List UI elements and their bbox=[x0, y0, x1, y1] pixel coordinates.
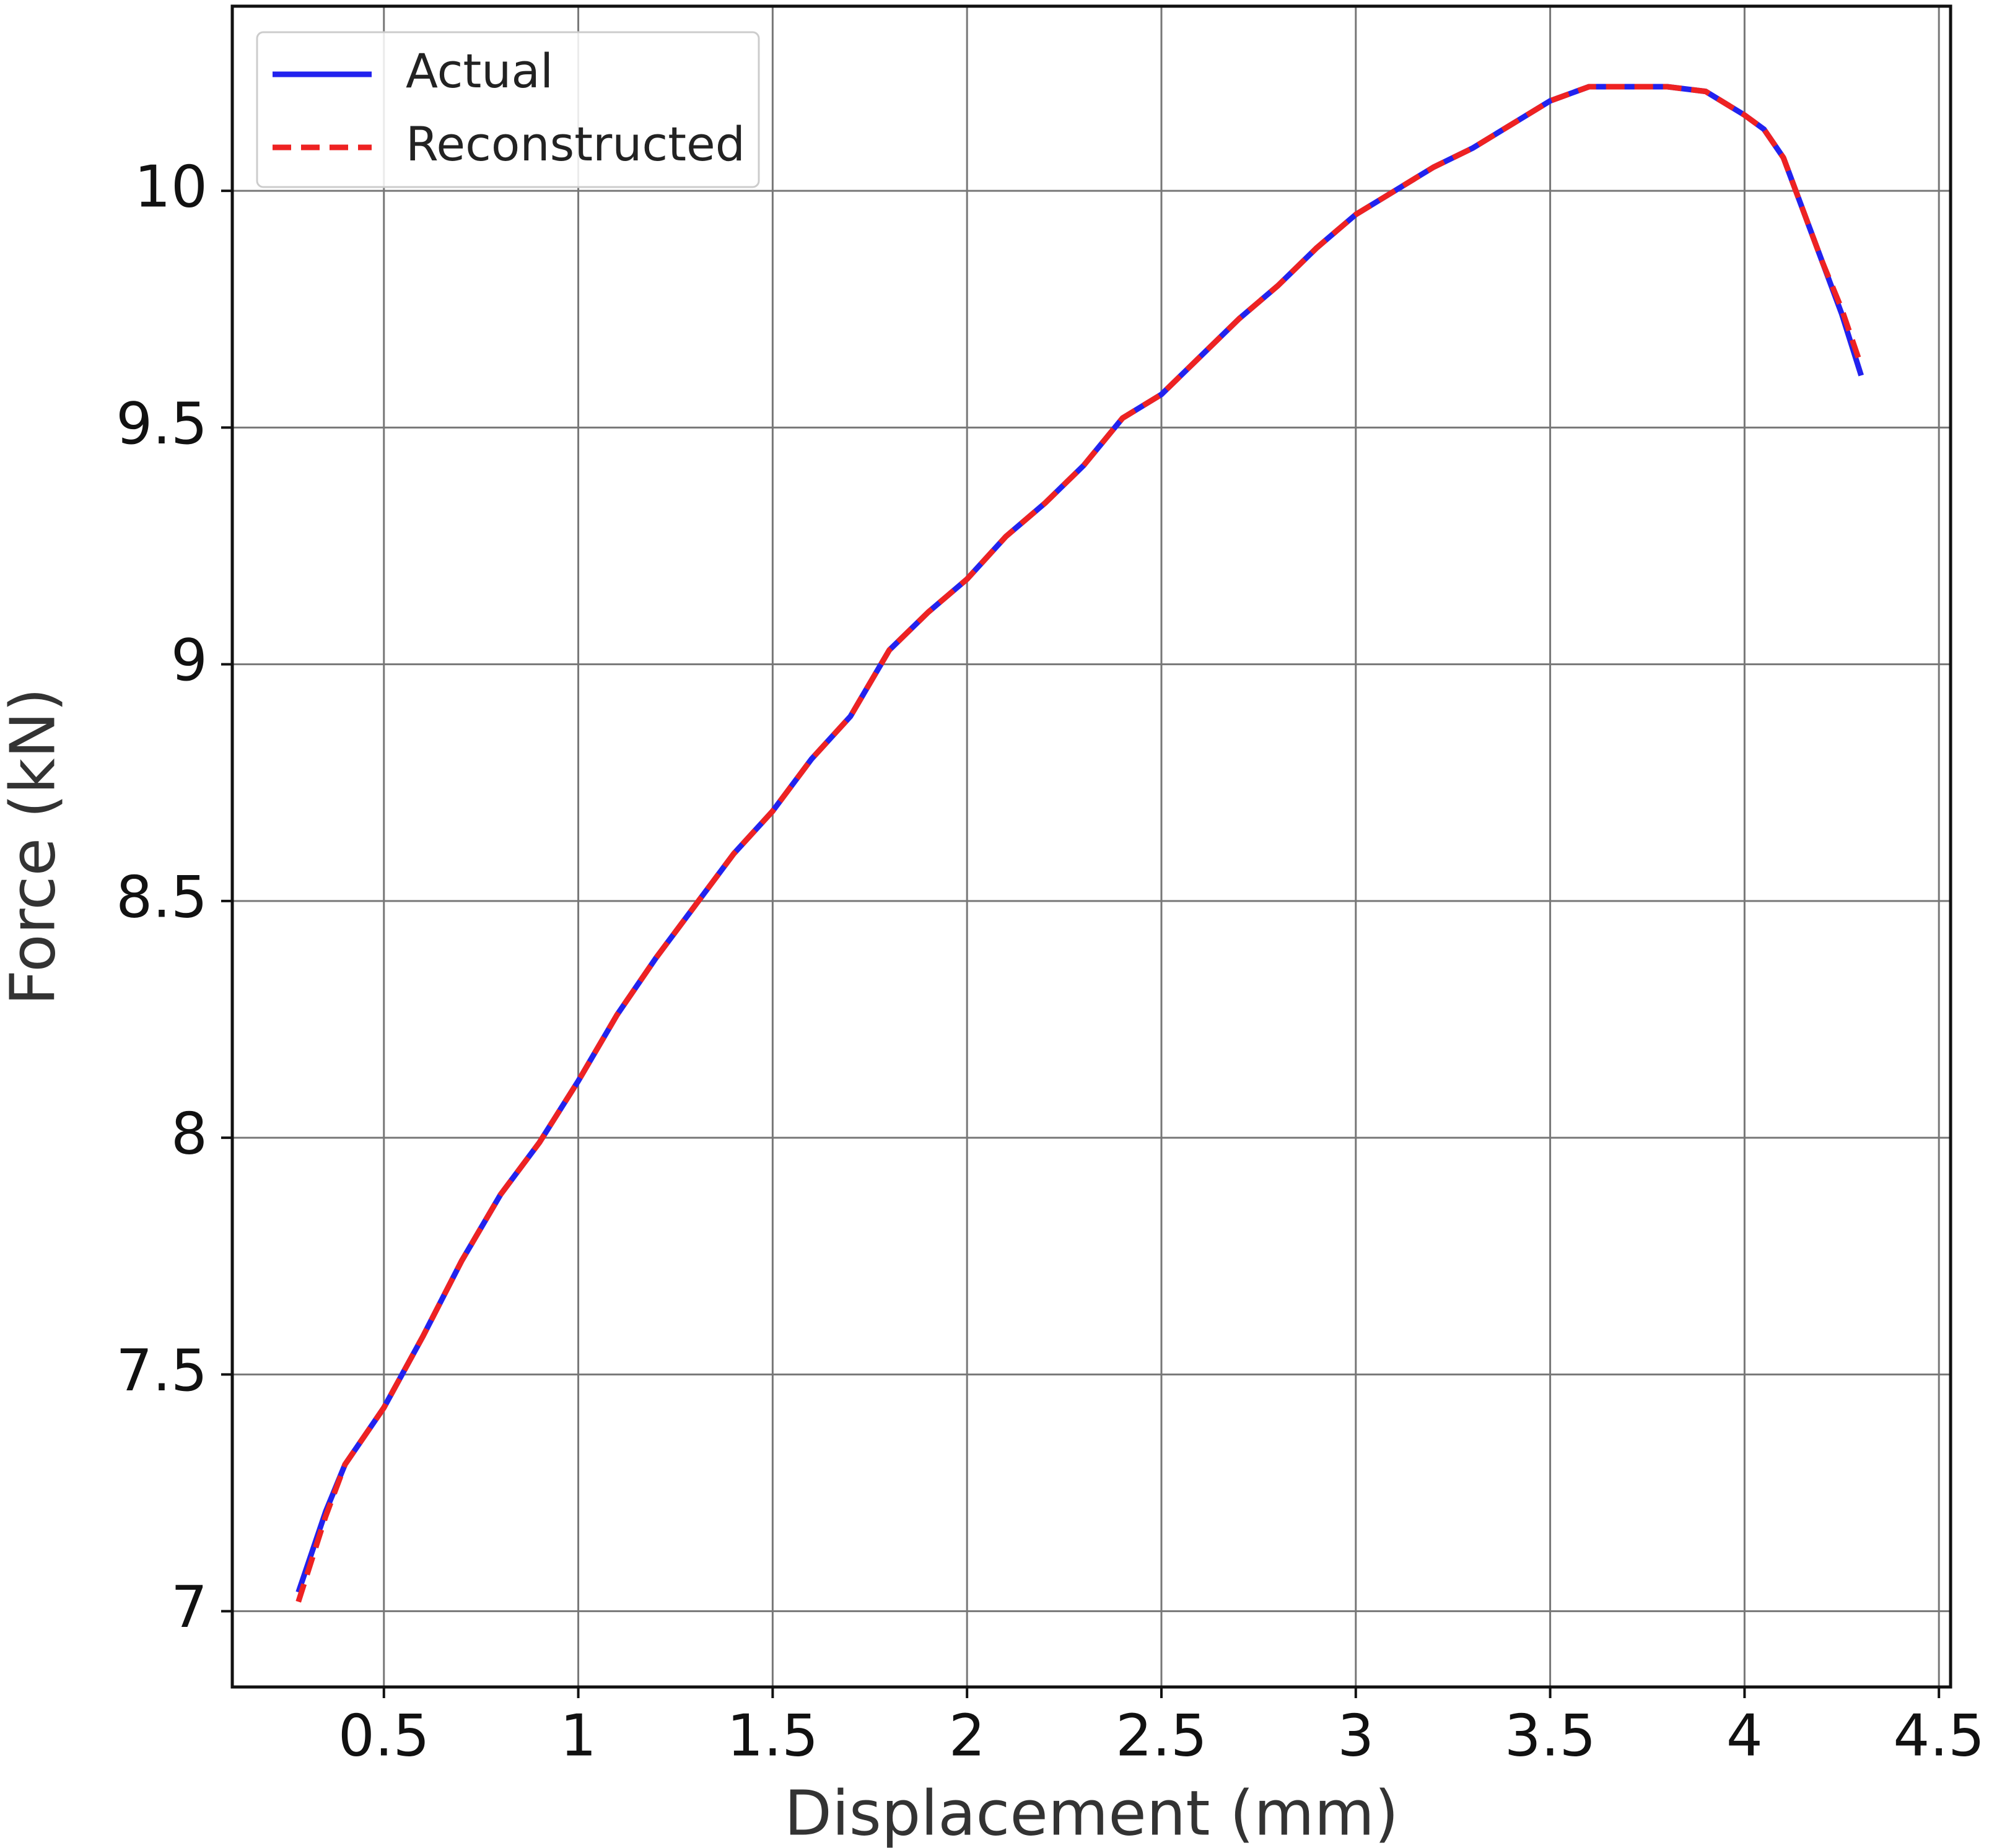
plot-frame bbox=[230, 4, 1952, 1689]
data-line bbox=[295, 84, 1864, 1603]
y-tick-label: 9.5 bbox=[116, 390, 208, 457]
x-tick-label: 2 bbox=[949, 1702, 986, 1769]
legend-label: Actual bbox=[406, 43, 553, 98]
legend-box bbox=[256, 31, 760, 188]
plot-background bbox=[232, 6, 1951, 1687]
x-axis-label: Displacement (mm) bbox=[784, 1777, 1399, 1848]
x-tick-label: 1.5 bbox=[727, 1702, 818, 1769]
y-tick-label: 7.5 bbox=[116, 1337, 208, 1404]
x-tick-label: 0.5 bbox=[338, 1702, 430, 1769]
y-tick-label: 10 bbox=[134, 154, 208, 220]
x-tick-label: 2.5 bbox=[1116, 1702, 1207, 1769]
y-tick-label: 7 bbox=[171, 1574, 208, 1641]
y-axis-label: Force (kN) bbox=[0, 687, 69, 1005]
y-tick-label: 8 bbox=[171, 1101, 208, 1167]
legend: Actual Reconstructed bbox=[256, 31, 760, 188]
x-tick-label: 3 bbox=[1337, 1702, 1374, 1769]
x-tick-label: 3.5 bbox=[1505, 1702, 1596, 1769]
y-tick-label: 8.5 bbox=[116, 863, 208, 930]
x-tick-label: 4 bbox=[1726, 1702, 1763, 1769]
y-tick-label: 9 bbox=[171, 627, 208, 694]
legend-label: Reconstructed bbox=[406, 116, 745, 172]
x-tick-label: 4.5 bbox=[1893, 1702, 1985, 1769]
x-tick-label: 1 bbox=[560, 1702, 597, 1769]
